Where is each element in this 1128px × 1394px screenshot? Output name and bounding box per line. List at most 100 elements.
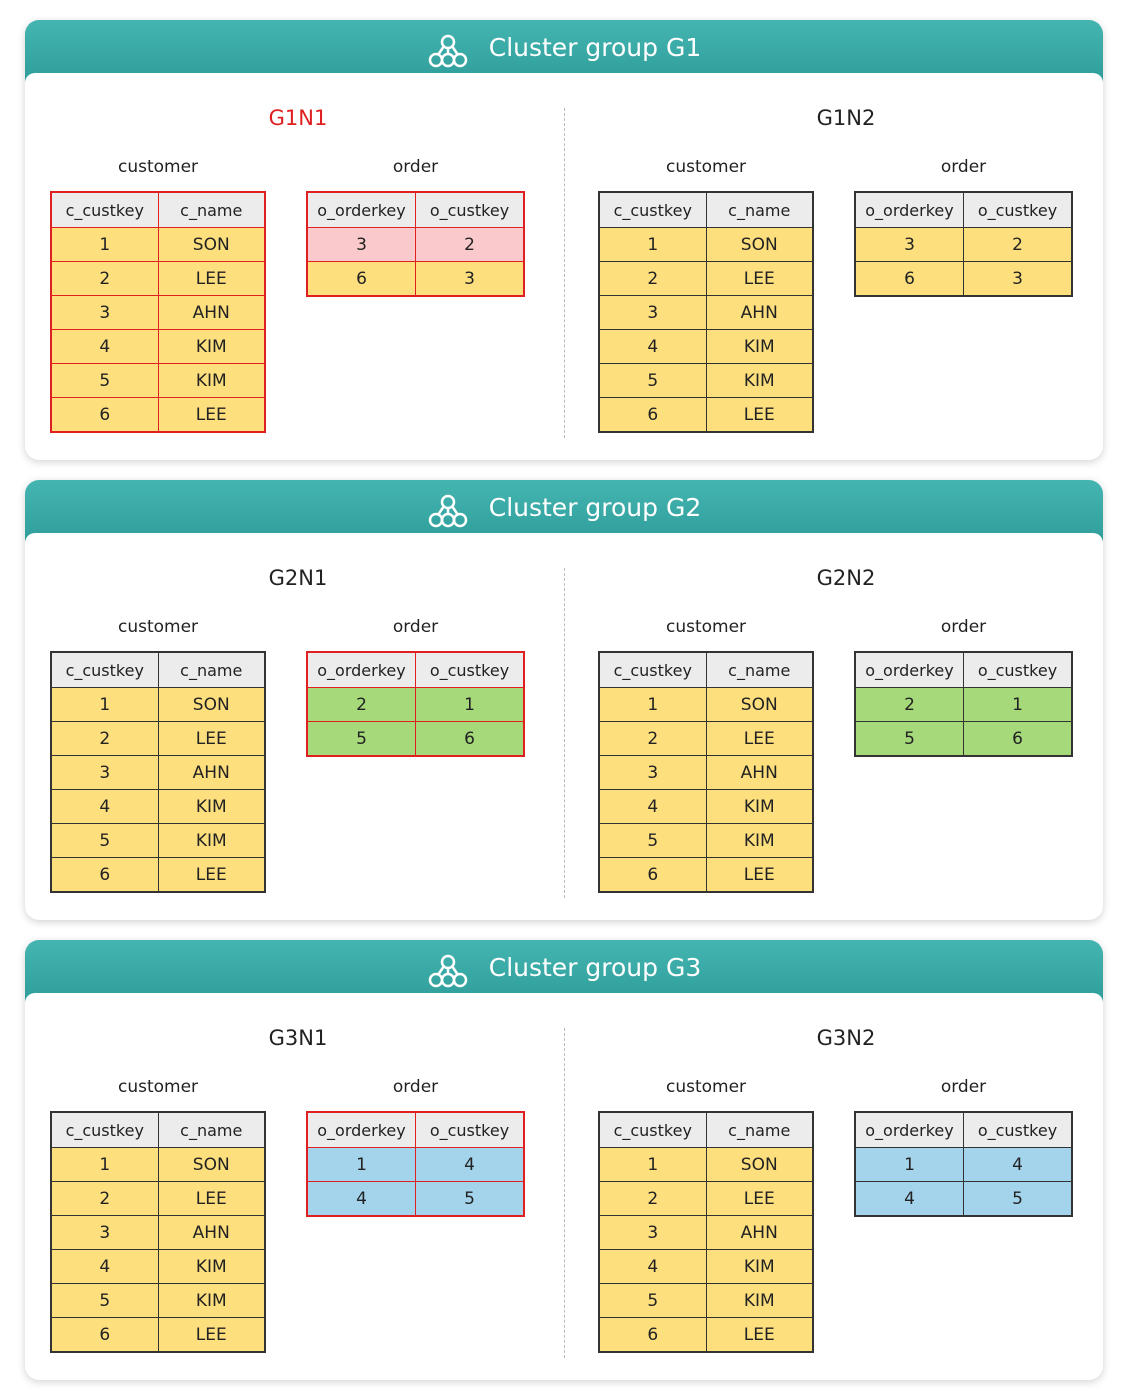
header-row: o_orderkey o_custkey [306, 651, 525, 688]
table-cell: 6 [854, 261, 964, 297]
table-cell: 6 [50, 1317, 159, 1353]
table-row: 6 LEE [50, 1317, 266, 1353]
column-header: o_orderkey [854, 191, 964, 228]
table-row: 5 KIM [50, 823, 266, 858]
table-cell: 4 [598, 789, 707, 824]
data-table: c_custkey c_name 1 SON 2 LEE 3 AHN 4 KIM 5 KIM 6 LEE [50, 1111, 266, 1353]
table-cell: 4 [854, 1181, 964, 1217]
table-cell: AHN [157, 1215, 266, 1250]
table-row: 2 LEE [598, 1181, 814, 1216]
table-row: 4 KIM [598, 789, 814, 824]
table-cell: LEE [705, 1317, 814, 1353]
table-cell: SON [157, 687, 266, 722]
header-row: c_custkey c_name [50, 191, 266, 228]
table-cell: 2 [50, 1181, 159, 1216]
data-table: o_orderkey o_custkey 1 4 4 5 [306, 1111, 525, 1217]
column-header: c_name [705, 1111, 814, 1148]
column-header: o_custkey [963, 1111, 1073, 1148]
column-header: c_name [157, 651, 266, 688]
column-header: c_custkey [50, 651, 159, 688]
table-cell: 2 [598, 261, 707, 296]
table-cell: LEE [157, 261, 266, 296]
table-cell: AHN [157, 755, 266, 790]
table-cell: LEE [157, 397, 266, 433]
table-row: 6 LEE [50, 397, 266, 433]
node-name: G3N1 [268, 1026, 328, 1050]
column-header: o_orderkey [306, 651, 416, 688]
cluster-header: Cluster group G2 [25, 480, 1103, 543]
table-caption: customer [665, 157, 747, 177]
table-cell: KIM [705, 1249, 814, 1284]
table-caption: customer [117, 157, 199, 177]
table-cell: 2 [415, 227, 525, 262]
table-row: 4 KIM [50, 789, 266, 824]
table-caption: order [392, 157, 439, 177]
table-row: 2 LEE [50, 261, 266, 296]
table-cell: 3 [598, 295, 707, 330]
cluster-card: Cluster group G3 G3N1 customer c_custkey c_n… [25, 940, 1103, 1380]
table-cell: 3 [854, 227, 964, 262]
table-row: 4 KIM [598, 329, 814, 364]
data-table: o_orderkey o_custkey 2 1 5 6 [306, 651, 525, 757]
cluster-icon [428, 34, 467, 68]
table-cell: 5 [598, 363, 707, 398]
table-cell: KIM [157, 329, 266, 364]
column-header: o_orderkey [306, 191, 416, 228]
cluster-title: Cluster group G1 [488, 32, 702, 62]
data-table: o_orderkey o_custkey 2 1 5 6 [854, 651, 1073, 757]
table-cell: 2 [50, 721, 159, 756]
table-cell: KIM [157, 1283, 266, 1318]
table-cell: LEE [705, 261, 814, 296]
column-header: o_orderkey [854, 1111, 964, 1148]
table-cell: LEE [705, 857, 814, 893]
cluster-card: Cluster group G2 G2N1 customer c_custkey c_n… [25, 480, 1103, 920]
table-cell: KIM [157, 823, 266, 858]
table-row: 6 LEE [50, 857, 266, 893]
header-row: c_custkey c_name [598, 1111, 814, 1148]
table-row: 4 KIM [50, 1249, 266, 1284]
table-cell: KIM [705, 363, 814, 398]
node-name: G2N1 [268, 566, 328, 590]
table-cell: 2 [854, 687, 964, 722]
table-cell: 1 [50, 227, 159, 262]
table-cell: 1 [598, 687, 707, 722]
column-header: o_custkey [963, 651, 1073, 688]
table-cell: 3 [415, 261, 525, 297]
table-row: 5 KIM [50, 363, 266, 398]
table-caption: customer [117, 1077, 199, 1097]
table-cell: 3 [50, 755, 159, 790]
table-row: 5 KIM [598, 363, 814, 398]
table-cell: 5 [598, 1283, 707, 1318]
column-header: o_orderkey [854, 651, 964, 688]
table-row: 2 LEE [50, 721, 266, 756]
table-caption: order [940, 1077, 987, 1097]
table-cell: LEE [705, 1181, 814, 1216]
table-cell: 3 [50, 1215, 159, 1250]
column-header: o_custkey [963, 191, 1073, 228]
node-name: G2N2 [816, 566, 876, 590]
table-row: 5 KIM [50, 1283, 266, 1318]
table-row: 1 SON [50, 227, 266, 262]
table-cell: 3 [598, 755, 707, 790]
table-cell: 1 [50, 1147, 159, 1182]
table-cell: 5 [963, 1181, 1073, 1217]
header-row: c_custkey c_name [598, 651, 814, 688]
table-cell: 1 [306, 1147, 416, 1182]
table-cell: 1 [963, 687, 1073, 722]
table-cell: 3 [306, 227, 416, 262]
column-header: o_orderkey [306, 1111, 416, 1148]
table-cell: 6 [306, 261, 416, 297]
table-caption: order [392, 617, 439, 637]
header-row: c_custkey c_name [50, 1111, 266, 1148]
table-cell: SON [705, 227, 814, 262]
data-table: o_orderkey o_custkey 3 2 6 3 [854, 191, 1073, 297]
column-header: c_name [157, 1111, 266, 1148]
table-cell: KIM [157, 1249, 266, 1284]
table-cell: SON [157, 227, 266, 262]
table-cell: SON [157, 1147, 266, 1182]
